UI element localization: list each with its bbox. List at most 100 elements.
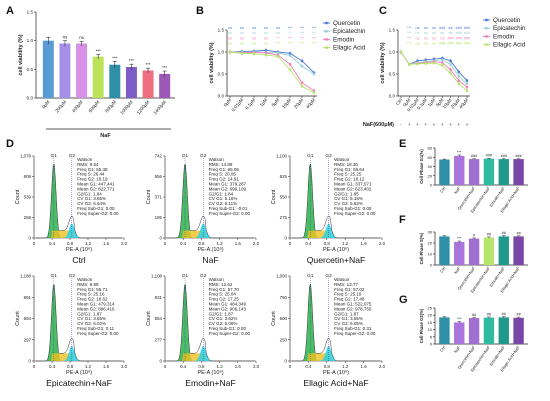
- significance-label: ***: [312, 26, 317, 30]
- stat-line: Watson: [334, 277, 350, 282]
- y-axis-label: Count: [15, 311, 21, 326]
- significance-label: ns: [448, 31, 452, 35]
- histogram-label: NaF: [202, 255, 218, 265]
- bar: [125, 67, 137, 98]
- stat-line: Watson: [77, 157, 93, 162]
- bar: [439, 317, 450, 344]
- x-tick-label: 0: [33, 241, 36, 246]
- naf-indicator: +: [416, 122, 419, 127]
- y-tick-label: 0.0: [27, 96, 34, 101]
- naf-row-label: NaF(600μM): [363, 122, 394, 128]
- g2-label: G2: [69, 153, 76, 159]
- bar: [76, 43, 88, 98]
- significance-label: ##: [448, 26, 453, 30]
- stat-line: Mean G2: 978,750: [334, 306, 372, 311]
- x-tick-label: 10μM: [441, 97, 452, 109]
- x-tick-label: 600μM: [88, 99, 101, 113]
- x-axis-label: PE-A (10⁶): [197, 246, 223, 253]
- stat-line: Freq G1: 55.71: [77, 287, 108, 292]
- significance-label: ns: [276, 26, 280, 30]
- x-tick-label: 40μM: [458, 97, 469, 109]
- x-tick-label: 2.0: [253, 241, 260, 246]
- stat-line: Freq G2: 14.91: [209, 177, 240, 182]
- stat-line: G2/G1: 1.87: [209, 311, 234, 316]
- significance-label: ns: [252, 42, 256, 46]
- stat-line: Freq S: 25.04: [209, 292, 237, 297]
- significance-label: ***: [112, 55, 117, 60]
- y-tick-label: 750: [280, 295, 288, 300]
- stat-line: Freq Sub-G1: -0.01: [209, 206, 248, 211]
- significance-label: ns: [240, 42, 244, 46]
- x-tick-label: 0.4: [49, 241, 56, 246]
- y-tick-label: 10: [428, 327, 433, 332]
- legend-entry: Ellagic Acid: [333, 45, 366, 52]
- stat-line: Freq Super-G2: 0.00: [77, 211, 119, 216]
- s-phase-area: [292, 230, 380, 238]
- significance-label: ns: [440, 31, 444, 35]
- stat-line: Freq Sub-G1: 0.00: [334, 206, 372, 211]
- stat-line: CV G1: 3.65%: [77, 316, 106, 321]
- stat-line: Mean G2: 623,402: [334, 186, 372, 191]
- histogram-outline: [36, 163, 122, 239]
- bar: [59, 43, 71, 98]
- significance-label: ***: [300, 36, 305, 40]
- y-axis-label: Count: [146, 189, 152, 204]
- series-line: [229, 51, 315, 92]
- stat-line: Mean G1: 484,349: [209, 302, 247, 307]
- significance-label: ns: [424, 26, 428, 30]
- significance-label: ns: [264, 31, 268, 35]
- naf-indicator: +: [441, 122, 444, 127]
- y-axis-label: Count: [271, 311, 277, 326]
- legend-entry: Emodin: [493, 33, 515, 40]
- y-tick-label: 40: [428, 164, 433, 169]
- stat-line: Freq Super-G2: 0.00: [77, 331, 119, 336]
- stat-line: Freq G2: 18.19: [77, 177, 108, 182]
- x-tick-label: Ctrl: [439, 345, 447, 353]
- stat-line: Mean G2: 896,416: [77, 306, 115, 311]
- x-tick-label: 1.2: [342, 364, 349, 369]
- x-tick-label: 0μM: [41, 99, 51, 109]
- naf-indicator: +: [466, 122, 469, 127]
- significance-label: ***: [288, 42, 293, 46]
- x-tick-label: 200μM: [54, 99, 67, 113]
- significance-label: ***: [312, 31, 317, 35]
- significance-label: ns: [415, 26, 419, 30]
- x-tick-label: 5μM: [435, 97, 445, 107]
- significance-label: ns: [424, 31, 428, 35]
- significance-label: ***: [276, 42, 281, 46]
- x-axis-label: PE-A (10⁶): [323, 246, 349, 253]
- g2-label: G2: [325, 273, 332, 279]
- y-tick-label: 20: [428, 173, 433, 178]
- bar: [483, 317, 495, 344]
- y-axis-label: cell viability (%): [209, 42, 215, 83]
- stat-line: Freq G2: 17.25: [209, 297, 240, 302]
- significance-label: ***: [312, 42, 317, 46]
- significance-label: ns: [415, 31, 419, 35]
- y-tick-label: 250: [280, 337, 288, 342]
- y-tick-label: 500: [280, 316, 288, 321]
- significance-label: ns: [424, 42, 428, 46]
- x-tick-label: 2.0: [253, 364, 260, 369]
- legend-entry: Epicatechin: [333, 28, 366, 35]
- g2-label: G2: [325, 153, 332, 159]
- significance-label: ***: [145, 62, 150, 67]
- stat-line: Freq Super-G2: 0.00: [209, 211, 251, 216]
- y-tick-label: 0.0: [389, 94, 396, 99]
- stat-line: Mean G1: 337,571: [334, 182, 372, 187]
- y-tick-label: 1,188: [20, 274, 32, 279]
- x-tick-label: 0.8: [67, 364, 74, 369]
- legend-entry: Emodin: [333, 36, 355, 43]
- significance-label: ***: [288, 26, 293, 30]
- x-tick-label: 0.4: [180, 364, 187, 369]
- bar: [109, 64, 121, 98]
- series-line: [229, 49, 315, 73]
- y-tick-label: 0: [285, 359, 288, 364]
- x-tick-label: 2.0: [121, 241, 128, 246]
- stat-line: Freq G1: 65.05: [209, 167, 240, 172]
- significance-label: ###: [439, 42, 446, 46]
- x-tick-label: 5μM: [271, 97, 281, 107]
- significance-label: ns: [264, 42, 268, 46]
- stat-line: RMS: 18.30: [334, 162, 358, 167]
- naf-indicator: +: [457, 122, 460, 127]
